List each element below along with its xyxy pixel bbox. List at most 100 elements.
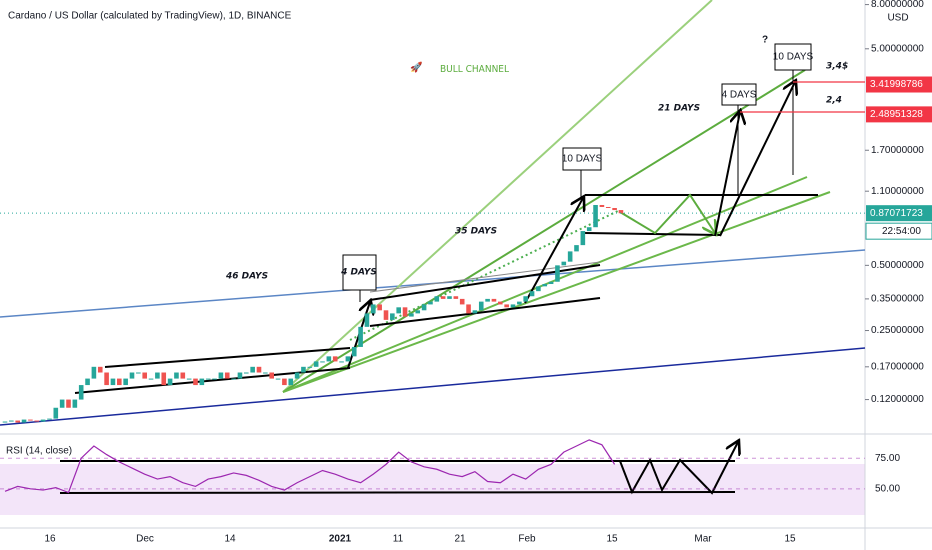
y-tick-label: 8.00000000: [871, 0, 924, 10]
candle: [250, 366, 255, 373]
y-tick-label: 0.25000000: [871, 325, 924, 336]
trend-lines: [0, 0, 866, 495]
candle: [288, 378, 294, 386]
y-tick-label: 1.70000000: [871, 145, 924, 156]
candle: [390, 313, 395, 320]
rsi-line: [4, 439, 616, 494]
annotation: 4 DAYS: [722, 90, 757, 101]
candle: [212, 378, 217, 380]
candle: [466, 304, 471, 314]
candle: [415, 310, 421, 314]
candle: [256, 366, 262, 373]
candle: [301, 366, 306, 373]
x-tick-label: Dec: [136, 534, 154, 545]
candle: [504, 304, 509, 308]
candle: [478, 301, 484, 311]
candle: [548, 281, 554, 285]
candle: [282, 378, 287, 386]
candle: [453, 296, 459, 299]
y-tick-label: 5.00000000: [871, 43, 924, 54]
candle: [263, 372, 268, 374]
candle: [91, 366, 97, 379]
candle: [459, 298, 465, 305]
candle: [28, 419, 33, 421]
candle: [40, 419, 46, 422]
annotation: 35 DAYS: [455, 227, 497, 237]
candle: [2, 421, 8, 423]
candle: [231, 378, 236, 380]
candle: [161, 372, 167, 386]
candle: [428, 301, 433, 305]
candle: [167, 378, 173, 386]
candle: [15, 420, 20, 423]
candles: [2, 204, 624, 423]
annotation: BULL CHANNEL: [440, 64, 509, 75]
candle: [47, 418, 52, 420]
price-label-box: [866, 205, 932, 222]
candle: [307, 366, 313, 368]
candle: [326, 356, 332, 362]
candle: [485, 298, 490, 302]
candle: [421, 304, 427, 311]
rsi-band: [0, 464, 865, 515]
price-label: 2.48951328: [870, 109, 923, 120]
candle: [491, 298, 497, 302]
annotation: 10 DAYS: [773, 52, 814, 63]
candle: [618, 210, 624, 214]
candle: [339, 361, 344, 363]
candle: [529, 291, 535, 297]
candle: [155, 372, 160, 379]
annotation: 10 DAYS: [562, 154, 603, 165]
candle: [21, 419, 27, 423]
candle: [174, 372, 179, 379]
candle: [193, 378, 198, 386]
candle: [351, 346, 357, 357]
candle: [498, 301, 503, 305]
candle: [269, 372, 274, 379]
chart-title: Cardano / US Dollar (calculated by Tradi…: [8, 11, 292, 22]
candle: [53, 407, 59, 419]
annotation: 46 DAYS: [225, 272, 268, 282]
price-label: 0.87071723: [870, 208, 923, 219]
candle: [612, 208, 617, 211]
y-tick-label: 75.00: [875, 453, 900, 464]
candle: [580, 231, 586, 246]
candle: [409, 313, 414, 317]
candle: [275, 378, 281, 380]
annotation: ?: [762, 35, 768, 46]
x-tick-label: 21: [454, 534, 466, 545]
candle: [59, 399, 65, 408]
y-tick-label: 0.50000000: [871, 260, 924, 271]
candle: [34, 420, 40, 422]
rocket: 🚀: [410, 61, 423, 74]
x-tick-label: 2021: [329, 534, 352, 545]
candle: [510, 304, 516, 308]
annotation-boxes: [342, 43, 812, 291]
candle: [85, 378, 90, 386]
candle: [358, 326, 363, 347]
candle: [593, 204, 598, 228]
candle: [186, 378, 192, 380]
currency: USD: [887, 13, 908, 24]
candle: [78, 385, 84, 400]
candle: [332, 356, 338, 362]
candle: [542, 284, 548, 287]
price-label-box: [866, 76, 932, 93]
candle: [72, 399, 78, 408]
x-tick-label: 14: [224, 534, 236, 545]
countdown-box: [865, 222, 932, 240]
candle: [136, 372, 141, 374]
x-tick-label: 11: [393, 534, 404, 545]
rsi-title: RSI (14, close): [6, 446, 72, 457]
x-tick-label: Mar: [694, 534, 712, 545]
x-tick-label: 15: [784, 534, 796, 545]
x-tick-label: 15: [606, 534, 618, 545]
annotation: 2,4: [826, 96, 842, 106]
y-tick-label: 0.12000000: [871, 394, 924, 405]
candle: [148, 378, 154, 380]
candle: [517, 301, 522, 305]
candle: [586, 227, 592, 232]
candle: [599, 204, 605, 207]
y-tick-label: 50.00: [875, 483, 900, 494]
